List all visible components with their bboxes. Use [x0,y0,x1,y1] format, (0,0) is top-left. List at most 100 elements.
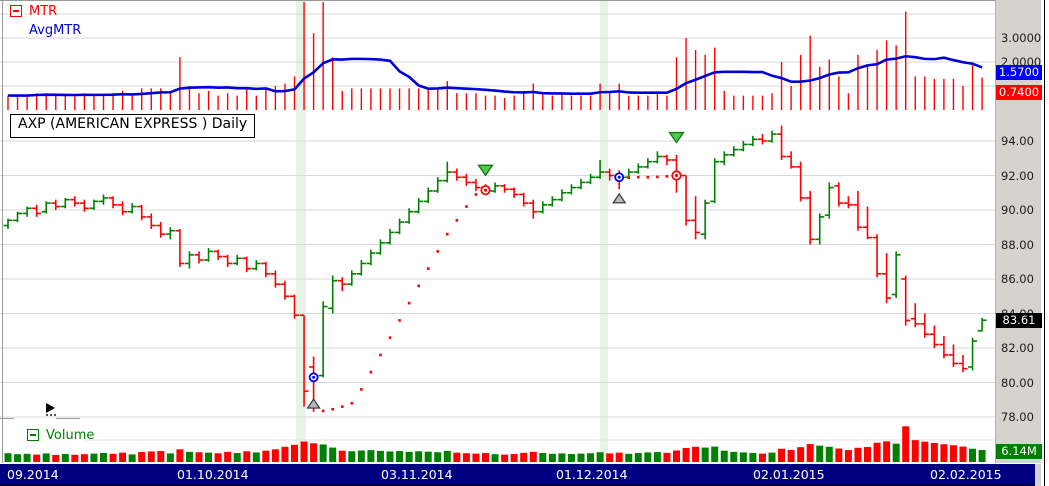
volume-bar [176,449,184,462]
sar-dot [407,301,411,305]
volume-bar [243,451,251,462]
window-border-top [0,0,1043,1]
last-price-badge: 83.61 [996,312,1042,328]
volume-bar [357,450,365,462]
volume-bar [61,454,69,462]
volume-bar [634,453,642,462]
volume-bar [348,451,356,462]
sar-dot [360,388,363,391]
price-axis-label: 92.00 [1001,168,1034,183]
volume-bar [768,452,776,462]
instrument-title: AXP (AMERICAN EXPRESS ) Daily [10,114,256,138]
volume-bar [711,446,719,462]
volume-bar [424,451,432,462]
scroll-right-icon[interactable] [46,403,55,413]
sar-dot [474,193,478,196]
volume-bar [892,443,900,462]
volume-legend-label: Volume [46,428,95,443]
sar-dot [446,232,449,236]
volume-bar [329,447,337,462]
price-axis-label: 80.00 [1001,375,1034,390]
volume-bar [281,446,289,462]
volume-bar [778,448,786,462]
volume-collapse-box[interactable] [27,429,39,441]
mtr-collapse-box[interactable] [10,5,22,17]
volume-bar [653,452,661,462]
window-border-right-line [1044,0,1045,486]
volume-bar [386,451,394,462]
volume-bar [797,447,805,462]
volume-bar [310,443,318,462]
mtr-axis-label: 3.0000 [1001,31,1042,45]
sar-dot [665,175,669,178]
sar-dot [321,409,325,413]
sar-dot [388,336,392,339]
volume-bar [520,452,528,462]
volume-bar [319,444,327,462]
volume-bar [462,453,470,462]
price-axis-label: 88.00 [1001,237,1034,252]
date-axis[interactable]: 09.2014 01.10.2014 03.11.2014 01.12.2014 02.… [0,464,1035,486]
volume-bar [214,453,222,462]
volume-bar [806,444,814,462]
volume-bar [844,450,852,462]
volume-bar [14,454,22,462]
volume-bar [529,451,537,462]
panel-splitter[interactable] [0,418,14,419]
sar-dot [369,370,373,374]
volume-bar [109,453,117,462]
volume-bar [548,453,556,462]
volume-bar [625,453,633,462]
volume-bar [577,453,585,462]
volume-bar [262,450,270,462]
volume-bar [816,445,824,462]
volume-bar [224,451,232,462]
sar-dot [417,284,420,288]
volume-bar [701,447,709,462]
volume-bar [52,454,60,462]
price-chart-canvas[interactable] [0,0,995,464]
volume-bar [940,444,948,462]
date-axis-label: 09.2014 [7,467,59,482]
volume-bar [128,454,136,462]
volume-bar [959,446,967,462]
volume-bar [911,440,919,462]
volume-bar [80,454,88,462]
price-axis-label: 86.00 [1001,272,1034,286]
sar-dot [350,401,354,405]
volume-bar [205,452,213,462]
volume-bar [367,450,375,462]
volume-bar [23,453,31,462]
value-axis[interactable]: 3.00002.000094.0092.0090.0088.0086.0084.… [995,0,1042,463]
buy-signal-triangle-icon [306,397,321,409]
volume-bar [90,453,98,462]
volume-bar [291,444,298,462]
volume-bar [854,447,862,462]
volume-bar [472,453,480,462]
axis-corner [1035,464,1041,486]
sell-signal-triangle-icon [477,164,494,177]
volume-bar [166,453,174,462]
volume-bar [185,451,193,462]
panel-splitter[interactable] [56,418,80,419]
sell-signal-triangle-icon [668,131,685,144]
session-band [600,0,608,462]
volume-bar [415,451,423,462]
volume-bar [396,451,404,462]
sar-dot [637,175,640,179]
date-axis-label: 01.12.2014 [556,467,628,482]
volume-bar [491,454,499,462]
volume-bar [405,451,413,462]
volume-bar [567,454,575,462]
mtr-legend-label: MTR [29,4,58,19]
sar-dot [398,319,401,322]
volume-bar [902,426,910,462]
sar-dot [426,267,430,270]
sar-dot [331,407,334,411]
volume-bar [596,452,604,462]
sar-dot [436,250,440,253]
date-axis-label: 03.11.2014 [381,467,453,482]
price-axis-label: 78.00 [1001,410,1034,424]
volume-bar [883,441,891,462]
volume-bar [42,453,50,462]
